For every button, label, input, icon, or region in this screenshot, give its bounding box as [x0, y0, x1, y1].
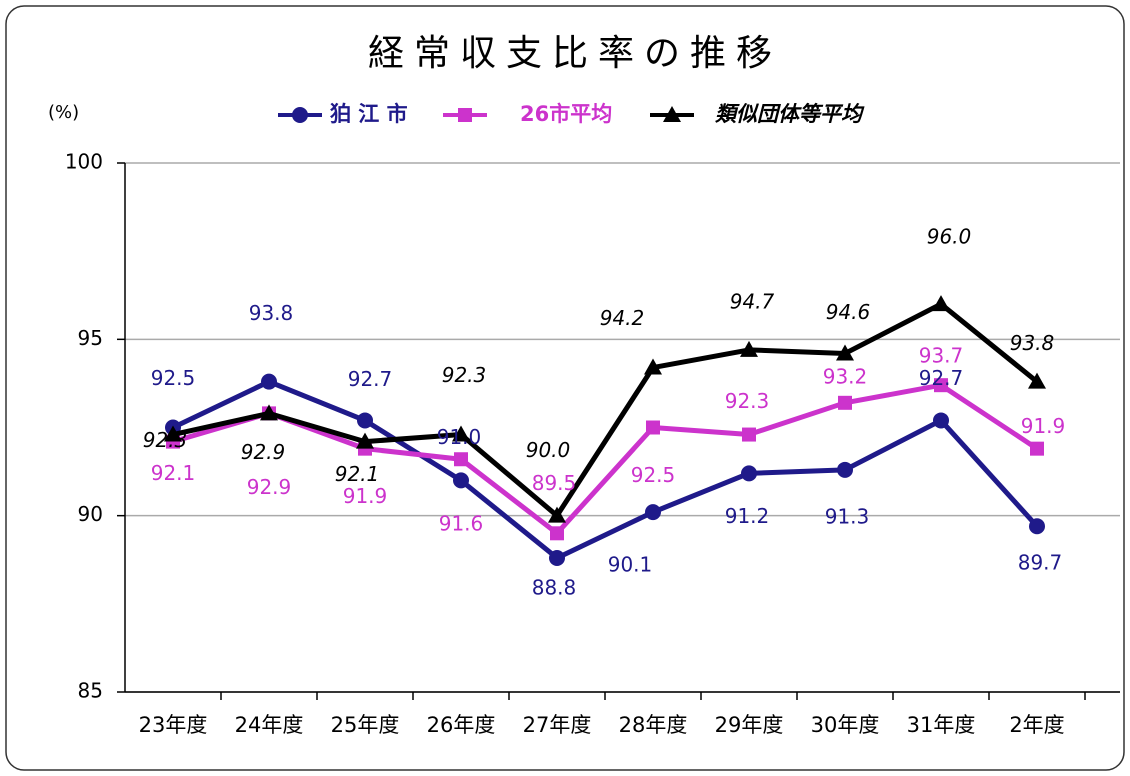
data-label: 94.7	[730, 289, 775, 313]
data-label: 93.2	[823, 364, 868, 388]
data-point	[836, 344, 854, 361]
y-tick-label: 100	[65, 150, 103, 174]
legend-marker	[458, 108, 472, 122]
data-point	[550, 526, 564, 541]
data-label: 96.0	[927, 225, 972, 249]
x-tick-label: 23年度	[139, 713, 208, 737]
data-label: 92.5	[151, 366, 196, 390]
data-point	[452, 425, 470, 442]
legend-marker	[663, 106, 681, 122]
legend-marker	[292, 107, 308, 123]
data-label: 92.3	[143, 428, 188, 452]
series-line	[172, 301, 1039, 519]
data-point	[454, 452, 468, 467]
data-label: 91.9	[343, 484, 388, 508]
x-tick-label: 27年度	[523, 713, 592, 737]
x-tick-label: 29年度	[715, 713, 784, 737]
data-label: 90.1	[608, 553, 653, 577]
y-axis-label: (%)	[48, 102, 79, 123]
data-label: 88.8	[532, 575, 577, 599]
data-point	[645, 504, 661, 521]
data-label: 89.5	[532, 471, 577, 495]
data-label: 93.8	[1010, 331, 1055, 355]
data-point	[1029, 518, 1045, 535]
data-label: 92.3	[442, 363, 487, 387]
data-point	[453, 472, 469, 489]
data-label: 92.9	[247, 475, 292, 499]
data-label: 90.0	[526, 438, 571, 462]
legend-label: 類似団体等平均	[715, 102, 865, 126]
data-label: 92.7	[919, 366, 964, 390]
data-label: 91.2	[725, 504, 770, 528]
data-label: 91.3	[825, 504, 870, 528]
y-tick-label: 85	[78, 679, 103, 703]
data-label: 89.7	[1018, 551, 1063, 575]
x-tick-label: 30年度	[811, 713, 880, 737]
data-label: 94.6	[826, 300, 871, 324]
y-tick-label: 95	[78, 326, 103, 350]
x-tick-label: 28年度	[619, 713, 688, 737]
data-label: 94.2	[600, 306, 645, 330]
data-label: 91.9	[1021, 414, 1066, 438]
data-point	[838, 395, 852, 410]
chart-title: 経常収支比率の推移	[368, 33, 782, 74]
data-label: 91.6	[439, 512, 484, 536]
data-label: 92.3	[725, 389, 770, 413]
data-label: 92.9	[241, 440, 286, 464]
series-line	[172, 382, 1039, 536]
data-point	[549, 549, 565, 566]
data-point	[742, 427, 756, 442]
data-point	[548, 506, 566, 523]
data-point	[934, 378, 948, 393]
data-point	[644, 358, 662, 375]
data-label: 92.5	[631, 463, 676, 487]
data-point	[933, 412, 949, 429]
data-label: 93.7	[919, 344, 964, 368]
data-point	[837, 461, 853, 478]
y-tick-label: 90	[78, 502, 103, 526]
x-tick-label: 25年度	[331, 713, 400, 737]
legend-label: 狛 江 市	[329, 102, 408, 126]
data-point	[260, 404, 278, 421]
data-point	[1028, 372, 1046, 389]
data-point	[261, 373, 277, 390]
series-line	[171, 379, 1039, 561]
data-label: 92.7	[348, 367, 393, 391]
data-label: 91.0	[437, 425, 482, 449]
data-label: 92.1	[335, 462, 380, 486]
x-tick-label: 2年度	[1009, 713, 1064, 737]
frame	[5, 5, 1125, 771]
data-point	[356, 432, 374, 449]
legend-label: 26市平均	[520, 102, 612, 126]
x-tick-label: 24年度	[235, 713, 304, 737]
data-point	[741, 465, 757, 482]
data-point	[1030, 441, 1044, 456]
data-point	[164, 425, 182, 442]
data-point	[357, 412, 373, 429]
data-label: 93.8	[249, 301, 294, 325]
data-point	[646, 420, 660, 435]
x-tick-label: 26年度	[427, 713, 496, 737]
data-point	[740, 340, 758, 357]
data-point	[932, 295, 950, 312]
data-label: 92.1	[151, 461, 196, 485]
x-tick-label: 31年度	[907, 713, 976, 737]
